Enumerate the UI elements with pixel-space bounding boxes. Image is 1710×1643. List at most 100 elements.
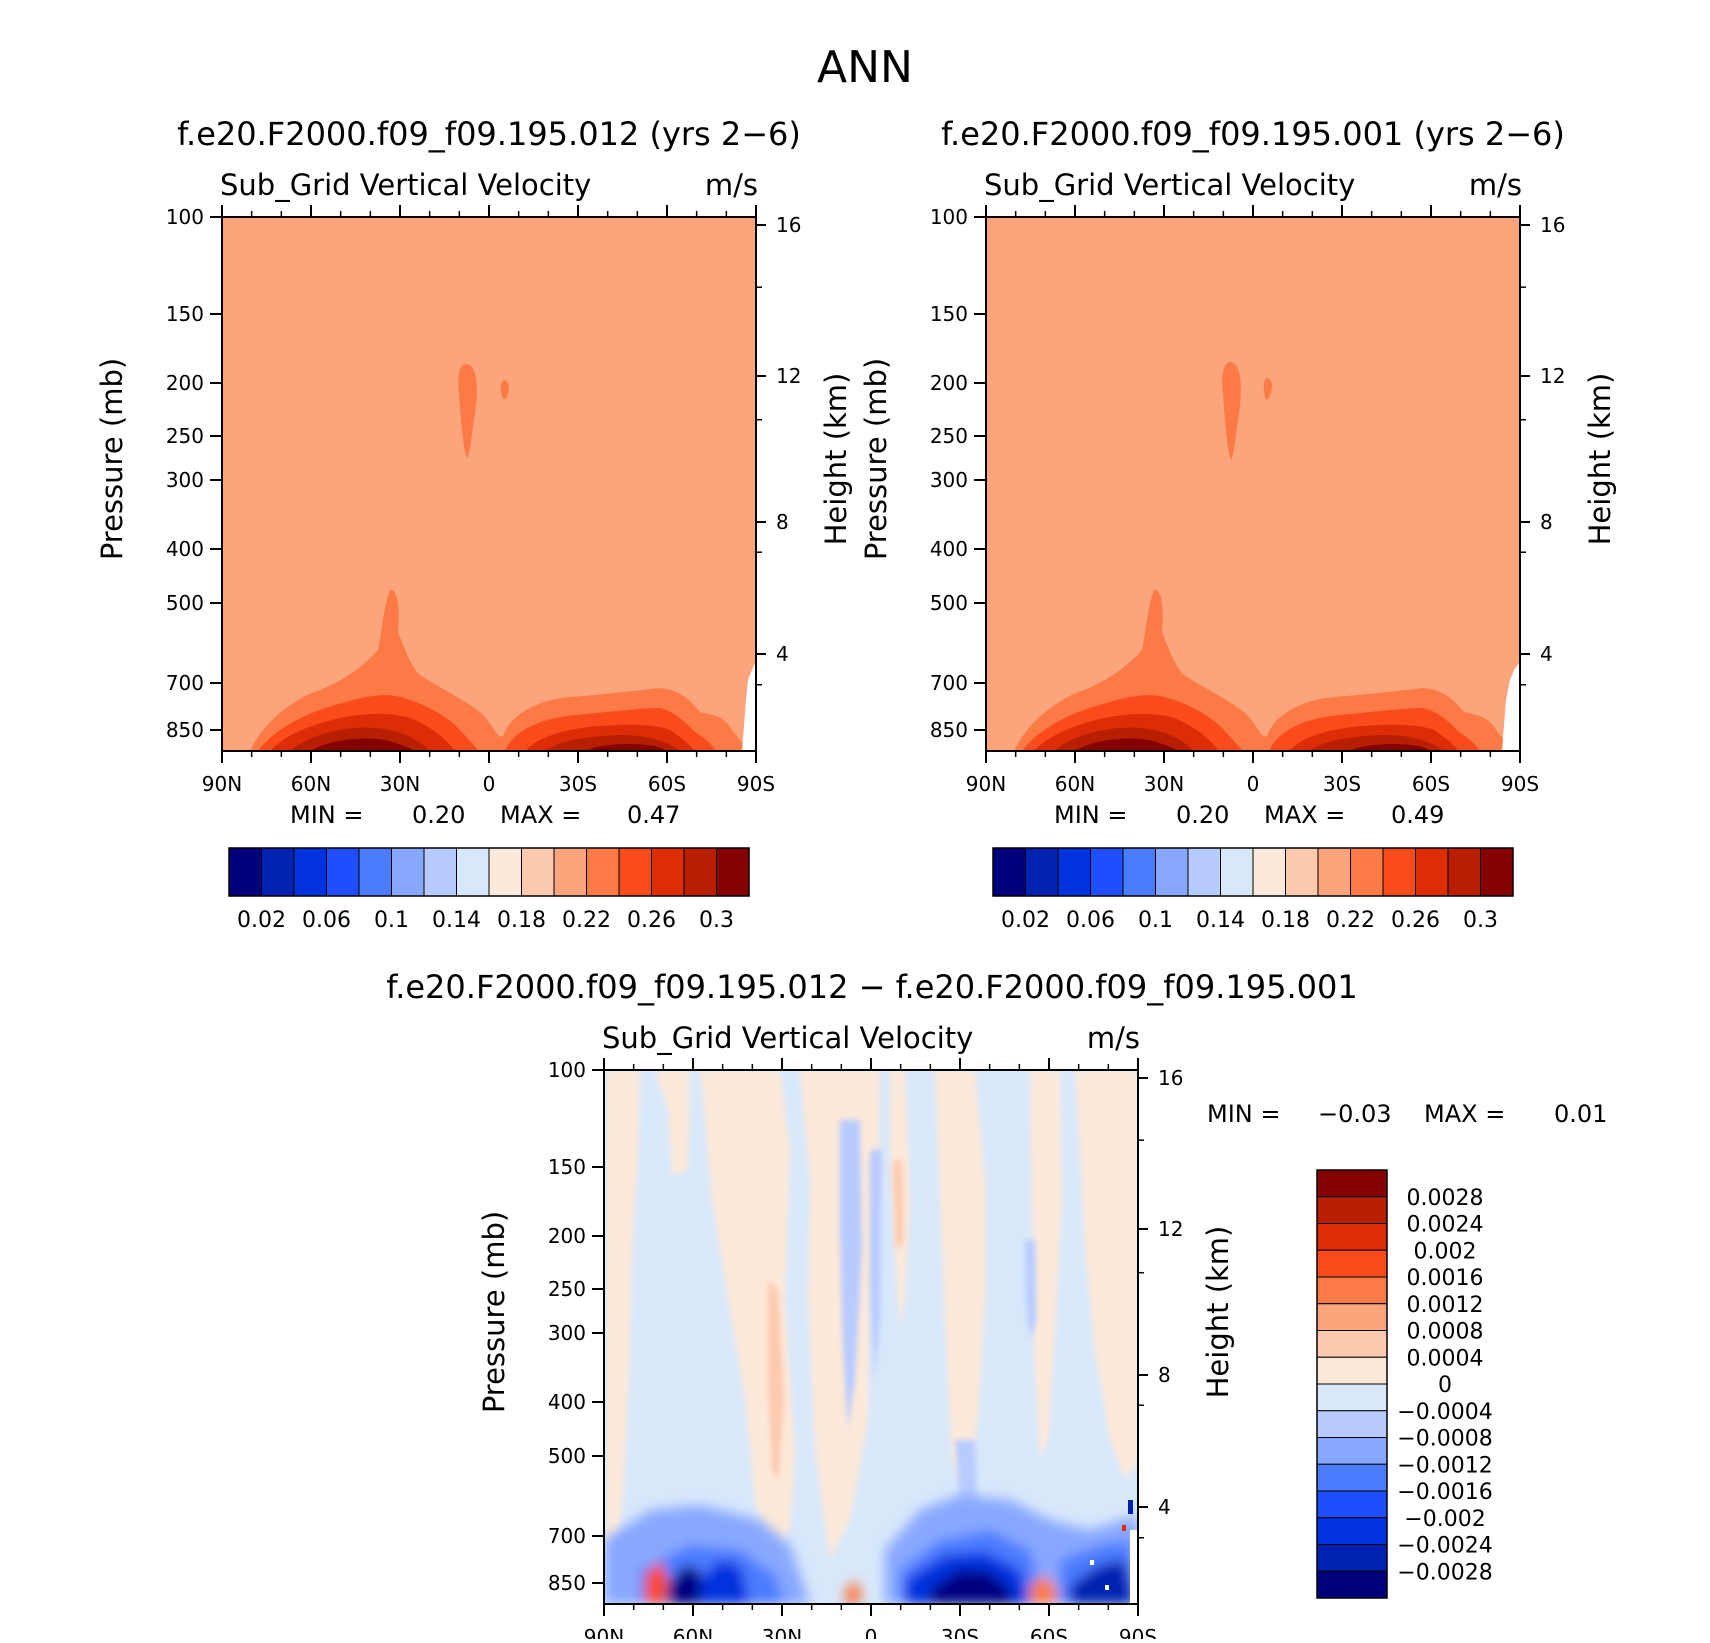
colorbar-box [1316,1169,1388,1198]
colorbar-box [1316,1410,1388,1438]
y-tick-label: 400 [548,1390,586,1414]
panel-3-contour [768,1280,784,1480]
y-tick-label: 200 [548,1224,586,1248]
x-tick-label: 60N [291,772,331,796]
panel-1-colorbar: 0.02 0.06 0.1 0.14 0.18 0.22 0.26 0.3 [228,847,750,933]
x-tick-label: 0 [1247,772,1260,796]
y-right-axis-label: Height (km) [819,373,853,546]
colorbar-box [1480,847,1514,897]
y-tick-label: 500 [930,591,968,615]
y-right-tick-label: 8 [1540,510,1553,534]
colorbar-box [1316,1330,1388,1358]
panel-2-field [986,217,1520,751]
colorbar-label: 0.3 [699,908,734,933]
colorbar-box [521,847,555,897]
colorbar-label: 0.0004 [1407,1346,1484,1371]
panel-1-title: f.e20.F2000.f09_f09.195.012 (yrs 2−6) [177,115,801,153]
panel-1-units: m/s [705,168,758,202]
colorbar-box [1090,847,1124,897]
panel-3-contour [668,1565,705,1604]
colorbar-box [1316,1463,1388,1492]
panel-3-speck [1130,1530,1138,1604]
panel-3-field [604,1070,1138,1604]
panel-1-contour [310,738,415,751]
panel-1-field-bg [222,217,756,751]
y-tick-label: 100 [930,205,968,229]
panel-2-contour [1222,362,1241,460]
y-right-tick-label: 4 [1540,642,1553,666]
y-tick-label: 250 [930,424,968,448]
panel-3-contour [893,1160,904,1250]
x-tick-label: 0 [483,772,496,796]
panel-1-axes: 100 150 200 250 300 400 500 700 850 16 12 8 4 90N 60N 3… [95,205,853,796]
panel-1-contour [500,380,509,400]
panel-2-min-value: 0.20 [1176,801,1229,829]
colorbar-label: 0.0024 [1407,1213,1484,1238]
y-tick-label: 500 [166,591,204,615]
panel-1-max-value: 0.47 [627,801,680,829]
y-tick-label: 150 [548,1155,586,1179]
y-tick-label: 250 [548,1277,586,1301]
panel-2: f.e20.F2000.f09_f09.195.001 (yrs 2−6) Su… [859,115,1617,933]
panel-2-colorbar: 0.02 0.06 0.1 0.14 0.18 0.22 0.26 0.3 [992,847,1514,933]
panel-2-units: m/s [1469,168,1522,202]
colorbar-label: 0.1 [1138,908,1173,933]
panel-3-max-value: 0.01 [1554,1100,1607,1128]
colorbar-box [1122,847,1156,897]
colorbar-label: 0.18 [497,908,546,933]
x-tick-label: 90S [1119,1625,1157,1639]
x-tick-label: 30N [762,1625,802,1639]
panel-2-max-value: 0.49 [1391,801,1444,829]
x-tick-label: 0 [865,1625,878,1639]
colorbar-box [1316,1356,1388,1385]
colorbar-box [1155,847,1189,897]
x-tick-label: 90N [966,772,1006,796]
colorbar-label: 0.0008 [1407,1320,1484,1345]
panel-1: f.e20.F2000.f09_f09.195.012 (yrs 2−6) Su… [95,115,853,933]
colorbar-label: 0.06 [302,908,351,933]
y-right-tick-label: 4 [776,642,789,666]
y-right-tick-label: 16 [1540,213,1565,237]
colorbar-label: 0.0028 [1407,1186,1484,1211]
panel-3-negative-bands [840,1120,1036,1530]
colorbar-box [488,847,522,897]
colorbar-label: −0.0024 [1397,1534,1492,1559]
colorbar-label: 0.14 [1196,908,1245,933]
y-tick-label: 400 [930,537,968,561]
colorbar-box [358,847,392,897]
panel-1-min-value: 0.20 [412,801,465,829]
colorbar-box [1025,847,1059,897]
colorbar-label: 0.0012 [1407,1293,1484,1318]
y-axis-label: Pressure (mb) [477,1211,511,1413]
y-right-axis-label: Height (km) [1201,1226,1235,1399]
x-tick-label: 30N [380,772,420,796]
x-tick-label: 60S [1030,1625,1068,1639]
colorbar-box [1316,1276,1388,1305]
y-tick-label: 300 [548,1321,586,1345]
panel-2-field-bg [986,217,1520,751]
colorbar-frame [1316,1169,1388,1599]
colorbar-box [1316,1437,1388,1465]
panel-3-contour [1030,1070,1062,1460]
colorbar-label: −0.0028 [1397,1560,1492,1585]
panel-2-contour [1263,378,1272,400]
panel-2-max-label: MAX = [1264,801,1345,829]
colorbar-box [1316,1303,1388,1331]
panel-2-contour [1349,743,1431,751]
colorbar-label: 0.26 [627,908,676,933]
panel-3-contour [870,1150,882,1380]
y-right-axis-label: Height (km) [1583,373,1617,546]
y-axis-label: Pressure (mb) [95,358,129,560]
y-right-tick-label: 12 [1540,364,1565,388]
panel-1-min-label: MIN = [290,801,363,829]
x-tick-label: 30S [941,1625,979,1639]
x-tick-label: 30N [1144,772,1184,796]
y-tick-label: 250 [166,424,204,448]
panel-3-surface-anomalies [604,1495,1138,1604]
panel-1-missing [742,660,756,751]
panel-3-max-label: MAX = [1424,1100,1505,1128]
colorbar-label: 0.3 [1463,908,1498,933]
colorbar-label: −0.0004 [1397,1400,1492,1425]
x-tick-label: 90N [202,772,242,796]
colorbar-box [1317,847,1351,897]
